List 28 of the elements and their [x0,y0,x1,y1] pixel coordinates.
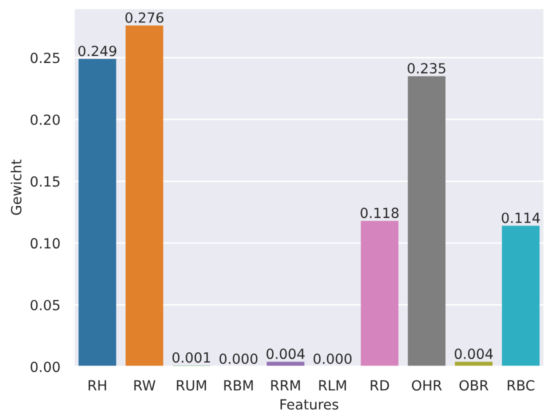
x-tick-label: RRM [271,380,300,390]
y-tick-label: 0.10 [30,238,60,249]
x-tick-label: RBC [508,380,534,391]
x-tick-label: RUM [176,380,206,391]
x-tick-label: OHR [412,380,442,391]
data-label: 0.114 [502,212,540,224]
data-label: 0.000 [220,353,258,364]
data-label: 0.249 [78,46,116,56]
data-label: 0.004 [266,348,305,360]
data-label: 0.001 [172,352,210,363]
data-label: 0.235 [408,63,446,74]
x-tick-label: RLM [319,380,346,390]
y-tick-label: 0.20 [30,114,60,125]
x-tick-label: RD [370,380,389,390]
y-axis-title: Gewicht [10,160,22,215]
x-axis-title: Features [280,399,338,410]
x-tick-label: RBM [224,380,253,390]
data-label: 0.118 [360,208,399,218]
x-tick-label: RH [88,380,106,390]
data-label: 0.004 [454,348,493,360]
x-tick-label: RW [134,380,156,390]
data-label: 0.276 [125,12,164,23]
y-tick-label: 0.05 [30,300,60,310]
data-label: 0.000 [314,353,352,364]
x-tick-label: OBR [459,380,488,391]
y-tick-label: 0.15 [30,176,60,187]
y-tick-label: 0.00 [30,362,60,372]
y-tick-label: 0.25 [30,52,60,64]
